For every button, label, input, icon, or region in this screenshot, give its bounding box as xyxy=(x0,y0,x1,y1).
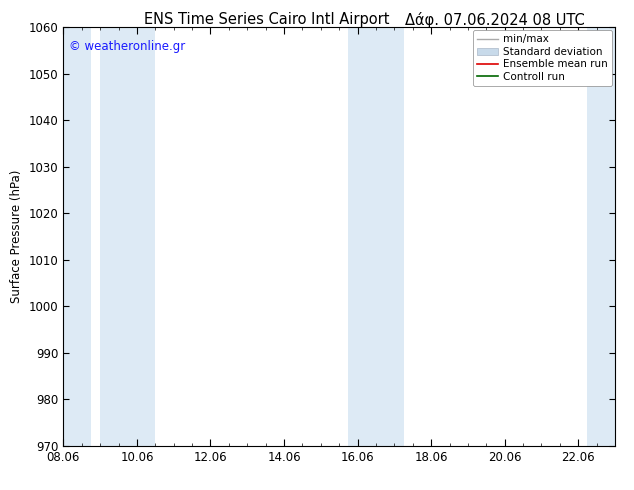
Text: © weatheronline.gr: © weatheronline.gr xyxy=(69,40,185,52)
Text: ENS Time Series Cairo Intl Airport: ENS Time Series Cairo Intl Airport xyxy=(143,12,389,27)
Text: Δάφ. 07.06.2024 08 UTC: Δάφ. 07.06.2024 08 UTC xyxy=(404,12,585,28)
Bar xyxy=(588,27,615,446)
Bar xyxy=(349,27,404,446)
Bar xyxy=(63,27,91,446)
Legend: min/max, Standard deviation, Ensemble mean run, Controll run: min/max, Standard deviation, Ensemble me… xyxy=(473,30,612,86)
Bar xyxy=(100,27,155,446)
Y-axis label: Surface Pressure (hPa): Surface Pressure (hPa) xyxy=(10,170,23,303)
